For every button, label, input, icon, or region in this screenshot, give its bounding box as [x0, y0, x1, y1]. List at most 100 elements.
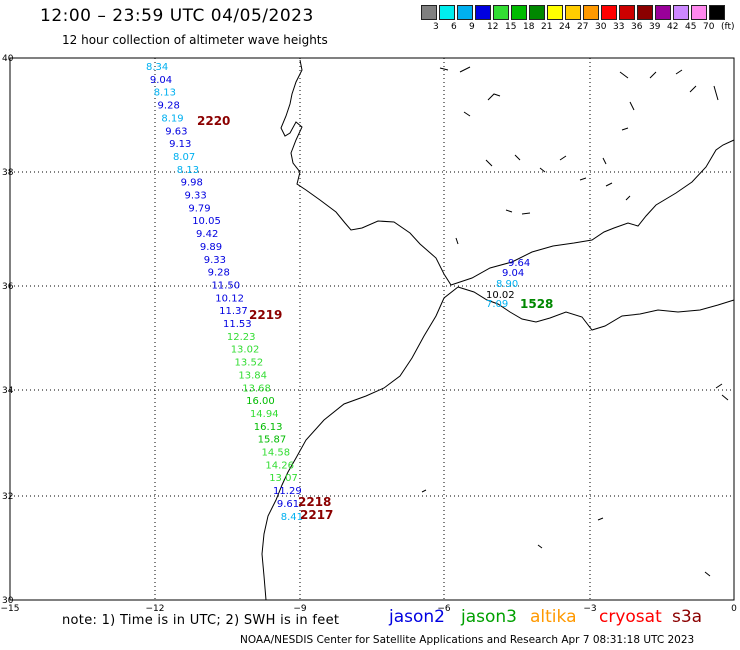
pass-time-label: 2217: [300, 508, 333, 522]
legend-item-jason2: jason2: [389, 607, 445, 627]
chart-subtitle: 12 hour collection of altimeter wave hei…: [62, 33, 328, 47]
color-scale-label: 39: [649, 22, 661, 32]
wave-height-label: 9.13: [169, 139, 191, 150]
legend-item-jason3: jason3: [461, 607, 517, 627]
coastline-fragments: [421, 66, 729, 577]
wave-height-label: 8.90: [496, 279, 518, 290]
color-scale-label: 3: [433, 22, 439, 32]
wave-height-label: 14.26: [265, 460, 294, 471]
pass-time-label: 2220: [197, 114, 230, 128]
wave-height-label: 8.41: [281, 512, 303, 523]
longitude-tick-label: −6: [437, 604, 451, 614]
longitude-tick-label: −15: [1, 604, 20, 614]
wave-height-label: 11.37: [219, 306, 248, 317]
wave-height-label: 15.87: [258, 435, 287, 446]
longitude-tick-label: 0: [731, 604, 737, 614]
color-scale-label: 36: [631, 22, 643, 32]
longitude-tick-label: −9: [293, 604, 307, 614]
wave-height-label: 9.63: [165, 126, 187, 137]
wave-height-label: 9.04: [150, 75, 172, 86]
color-swatch: [601, 5, 617, 20]
wave-height-label: 9.33: [185, 191, 207, 202]
color-scale-label: 42: [667, 22, 679, 32]
wave-height-label: 13.84: [238, 370, 267, 381]
color-swatch: [709, 5, 725, 20]
wave-height-label: 13.52: [235, 358, 264, 369]
latitude-tick-label: 38: [2, 168, 14, 178]
legend-item-s3a: s3a: [672, 607, 703, 627]
wave-height-label: 9.28: [208, 268, 230, 279]
latitude-tick-label: 32: [2, 492, 13, 502]
color-swatch: [439, 5, 455, 20]
latitude-tick-label: 36: [2, 282, 14, 292]
wave-height-label: 8.13: [154, 88, 176, 99]
longitude-tick-label: −12: [146, 604, 165, 614]
wave-height-label: 13.02: [231, 345, 260, 356]
wave-height-label: 16.13: [254, 422, 283, 433]
color-swatch: [565, 5, 581, 20]
color-swatch: [673, 5, 689, 20]
color-swatch: [655, 5, 671, 20]
grid-lines: [10, 58, 734, 600]
wave-height-label: 9.89: [200, 242, 222, 253]
wave-height-label: 8.34: [146, 62, 168, 73]
wave-height-label: 10.02: [486, 290, 515, 301]
wave-height-label: 11.29: [273, 486, 302, 497]
color-scale-label: 27: [577, 22, 589, 32]
wave-height-label: 9.79: [188, 203, 210, 214]
wave-height-label: 12.23: [227, 332, 256, 343]
color-swatch: [637, 5, 653, 20]
color-scale-label: 21: [541, 22, 553, 32]
color-swatch: [511, 5, 527, 20]
wave-height-label: 9.61: [277, 499, 299, 510]
pass-time-label: 1528: [520, 297, 553, 311]
wave-height-label: 8.19: [161, 113, 183, 124]
color-scale-label: 12: [487, 22, 499, 32]
longitude-tick-label: −3: [583, 604, 596, 614]
color-scale-label: 18: [523, 22, 535, 32]
wave-height-label: 11.53: [223, 319, 252, 330]
latitude-tick-label: 30: [2, 596, 14, 606]
credit-footer: NOAA/NESDIS Center for Satellite Applica…: [240, 634, 695, 646]
color-swatch: [493, 5, 509, 20]
pass-time-label: 2219: [249, 308, 282, 322]
wave-height-label: 13.68: [242, 383, 271, 394]
color-scale-label: 30: [595, 22, 607, 32]
wave-height-label: 8.13: [177, 165, 199, 176]
coastline-north-africa: [457, 286, 735, 331]
coastline-morocco-atlantic: [261, 286, 459, 601]
color-swatch: [583, 5, 599, 20]
legend-item-altika: altika: [530, 607, 577, 627]
color-swatch: [619, 5, 635, 20]
wave-height-label: 9.42: [196, 229, 218, 240]
wave-height-label: 14.94: [250, 409, 279, 420]
color-swatch: [475, 5, 491, 20]
color-scale-label: 9: [469, 22, 475, 32]
wave-height-label: 10.12: [215, 293, 244, 304]
color-swatch: [691, 5, 707, 20]
chart-title: 12:00 – 23:59 UTC 04/05/2023: [40, 6, 314, 26]
color-scale-label: 70: [703, 22, 715, 32]
wave-height-label: 8.07: [173, 152, 195, 163]
color-swatch: [421, 5, 437, 20]
wave-height-label: 9.98: [181, 178, 203, 189]
latitude-tick-label: 40: [2, 54, 14, 64]
color-scale-label: 45: [685, 22, 697, 32]
wave-height-label: 10.05: [192, 216, 221, 227]
wave-height-label: 9.04: [502, 268, 524, 279]
color-scale-label: 24: [559, 22, 571, 32]
map-frame: [9, 57, 735, 601]
coastline: [261, 59, 735, 601]
latitude-tick-label: 34: [2, 386, 14, 396]
wave-height-label: 9.64: [508, 258, 530, 269]
axis-tick-labels: 40 38 36 34 32 30−15 −12 −9 −6 −3 0: [1, 54, 738, 614]
color-scale-bar: [421, 5, 727, 20]
color-swatch: [529, 5, 545, 20]
color-scale-label: 33: [613, 22, 625, 32]
color-scale-label: (ft): [721, 22, 735, 32]
wave-height-label: 16.00: [246, 396, 275, 407]
altimeter-track-west: 8.34 9.04 8.13 9.28 8.19 9.63 9.13 8.07 8.13 9.98…: [146, 62, 303, 523]
